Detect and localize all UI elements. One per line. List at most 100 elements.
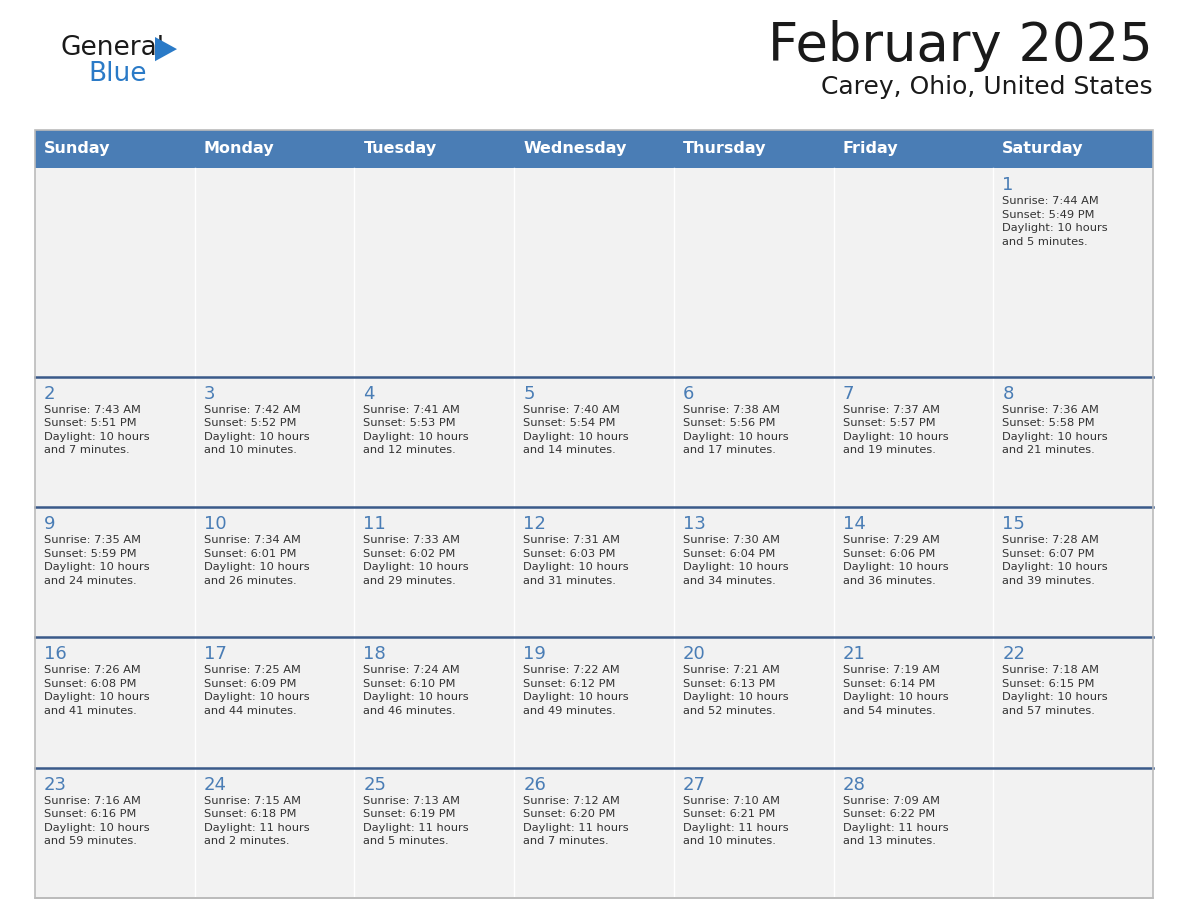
Bar — [834, 376, 993, 507]
Bar — [195, 637, 354, 767]
Bar — [195, 130, 354, 168]
Text: Sunrise: 7:18 AM
Sunset: 6:15 PM
Daylight: 10 hours
and 57 minutes.: Sunrise: 7:18 AM Sunset: 6:15 PM Dayligh… — [1003, 666, 1108, 716]
Bar — [514, 130, 674, 168]
Text: Sunrise: 7:16 AM
Sunset: 6:16 PM
Daylight: 10 hours
and 59 minutes.: Sunrise: 7:16 AM Sunset: 6:16 PM Dayligh… — [44, 796, 150, 846]
Text: Thursday: Thursday — [683, 141, 766, 156]
Bar — [993, 376, 1154, 507]
Text: Tuesday: Tuesday — [364, 141, 436, 156]
Text: Sunrise: 7:41 AM
Sunset: 5:53 PM
Daylight: 10 hours
and 12 minutes.: Sunrise: 7:41 AM Sunset: 5:53 PM Dayligh… — [364, 405, 469, 455]
Bar — [993, 507, 1154, 637]
Bar — [195, 168, 354, 376]
Text: Sunrise: 7:25 AM
Sunset: 6:09 PM
Daylight: 10 hours
and 44 minutes.: Sunrise: 7:25 AM Sunset: 6:09 PM Dayligh… — [203, 666, 309, 716]
Bar — [34, 130, 195, 168]
Bar — [354, 130, 514, 168]
Text: Sunrise: 7:33 AM
Sunset: 6:02 PM
Daylight: 10 hours
and 29 minutes.: Sunrise: 7:33 AM Sunset: 6:02 PM Dayligh… — [364, 535, 469, 586]
Text: Sunrise: 7:36 AM
Sunset: 5:58 PM
Daylight: 10 hours
and 21 minutes.: Sunrise: 7:36 AM Sunset: 5:58 PM Dayligh… — [1003, 405, 1108, 455]
Text: Sunrise: 7:34 AM
Sunset: 6:01 PM
Daylight: 10 hours
and 26 minutes.: Sunrise: 7:34 AM Sunset: 6:01 PM Dayligh… — [203, 535, 309, 586]
Bar — [514, 637, 674, 767]
Bar — [514, 767, 674, 898]
Bar — [993, 130, 1154, 168]
Text: Carey, Ohio, United States: Carey, Ohio, United States — [821, 75, 1154, 99]
Text: Sunrise: 7:43 AM
Sunset: 5:51 PM
Daylight: 10 hours
and 7 minutes.: Sunrise: 7:43 AM Sunset: 5:51 PM Dayligh… — [44, 405, 150, 455]
Bar — [993, 767, 1154, 898]
Text: 28: 28 — [842, 776, 865, 794]
Bar — [834, 637, 993, 767]
Text: 5: 5 — [523, 385, 535, 403]
Text: General: General — [61, 35, 164, 61]
Bar — [354, 637, 514, 767]
Text: Sunrise: 7:42 AM
Sunset: 5:52 PM
Daylight: 10 hours
and 10 minutes.: Sunrise: 7:42 AM Sunset: 5:52 PM Dayligh… — [203, 405, 309, 455]
Text: Sunrise: 7:09 AM
Sunset: 6:22 PM
Daylight: 11 hours
and 13 minutes.: Sunrise: 7:09 AM Sunset: 6:22 PM Dayligh… — [842, 796, 948, 846]
Text: Monday: Monday — [203, 141, 274, 156]
Text: 21: 21 — [842, 645, 865, 664]
Text: Sunrise: 7:38 AM
Sunset: 5:56 PM
Daylight: 10 hours
and 17 minutes.: Sunrise: 7:38 AM Sunset: 5:56 PM Dayligh… — [683, 405, 789, 455]
Text: Sunrise: 7:35 AM
Sunset: 5:59 PM
Daylight: 10 hours
and 24 minutes.: Sunrise: 7:35 AM Sunset: 5:59 PM Dayligh… — [44, 535, 150, 586]
Bar — [834, 767, 993, 898]
Bar — [674, 767, 834, 898]
Bar — [195, 507, 354, 637]
Text: Sunrise: 7:26 AM
Sunset: 6:08 PM
Daylight: 10 hours
and 41 minutes.: Sunrise: 7:26 AM Sunset: 6:08 PM Dayligh… — [44, 666, 150, 716]
Text: Sunrise: 7:13 AM
Sunset: 6:19 PM
Daylight: 11 hours
and 5 minutes.: Sunrise: 7:13 AM Sunset: 6:19 PM Dayligh… — [364, 796, 469, 846]
Text: 1: 1 — [1003, 176, 1013, 194]
Text: Sunrise: 7:31 AM
Sunset: 6:03 PM
Daylight: 10 hours
and 31 minutes.: Sunrise: 7:31 AM Sunset: 6:03 PM Dayligh… — [523, 535, 628, 586]
Text: Sunrise: 7:37 AM
Sunset: 5:57 PM
Daylight: 10 hours
and 19 minutes.: Sunrise: 7:37 AM Sunset: 5:57 PM Dayligh… — [842, 405, 948, 455]
Text: 27: 27 — [683, 776, 706, 794]
Text: 19: 19 — [523, 645, 546, 664]
Bar — [34, 376, 195, 507]
Text: 13: 13 — [683, 515, 706, 533]
Text: 15: 15 — [1003, 515, 1025, 533]
Bar — [34, 130, 1154, 898]
Text: 17: 17 — [203, 645, 227, 664]
Bar — [674, 130, 834, 168]
Bar — [834, 507, 993, 637]
Text: Blue: Blue — [88, 61, 146, 87]
Bar — [34, 767, 195, 898]
Bar — [354, 376, 514, 507]
Text: Sunrise: 7:28 AM
Sunset: 6:07 PM
Daylight: 10 hours
and 39 minutes.: Sunrise: 7:28 AM Sunset: 6:07 PM Dayligh… — [1003, 535, 1108, 586]
Bar — [354, 168, 514, 376]
Text: 9: 9 — [44, 515, 56, 533]
Text: 12: 12 — [523, 515, 546, 533]
Text: Sunrise: 7:15 AM
Sunset: 6:18 PM
Daylight: 11 hours
and 2 minutes.: Sunrise: 7:15 AM Sunset: 6:18 PM Dayligh… — [203, 796, 309, 846]
Text: Sunrise: 7:19 AM
Sunset: 6:14 PM
Daylight: 10 hours
and 54 minutes.: Sunrise: 7:19 AM Sunset: 6:14 PM Dayligh… — [842, 666, 948, 716]
Bar — [834, 168, 993, 376]
Text: Sunrise: 7:10 AM
Sunset: 6:21 PM
Daylight: 11 hours
and 10 minutes.: Sunrise: 7:10 AM Sunset: 6:21 PM Dayligh… — [683, 796, 789, 846]
Text: 16: 16 — [44, 645, 67, 664]
Bar — [674, 168, 834, 376]
Bar — [34, 637, 195, 767]
Text: 10: 10 — [203, 515, 227, 533]
Text: 14: 14 — [842, 515, 865, 533]
Text: 2: 2 — [44, 385, 56, 403]
Text: Sunrise: 7:21 AM
Sunset: 6:13 PM
Daylight: 10 hours
and 52 minutes.: Sunrise: 7:21 AM Sunset: 6:13 PM Dayligh… — [683, 666, 789, 716]
Bar — [354, 767, 514, 898]
Text: 3: 3 — [203, 385, 215, 403]
Bar — [834, 130, 993, 168]
Text: 20: 20 — [683, 645, 706, 664]
Text: Sunrise: 7:29 AM
Sunset: 6:06 PM
Daylight: 10 hours
and 36 minutes.: Sunrise: 7:29 AM Sunset: 6:06 PM Dayligh… — [842, 535, 948, 586]
Text: 23: 23 — [44, 776, 67, 794]
Text: Saturday: Saturday — [1003, 141, 1083, 156]
Text: 7: 7 — [842, 385, 854, 403]
Text: Sunrise: 7:24 AM
Sunset: 6:10 PM
Daylight: 10 hours
and 46 minutes.: Sunrise: 7:24 AM Sunset: 6:10 PM Dayligh… — [364, 666, 469, 716]
Bar — [674, 637, 834, 767]
Text: Sunrise: 7:12 AM
Sunset: 6:20 PM
Daylight: 11 hours
and 7 minutes.: Sunrise: 7:12 AM Sunset: 6:20 PM Dayligh… — [523, 796, 628, 846]
Text: Sunrise: 7:30 AM
Sunset: 6:04 PM
Daylight: 10 hours
and 34 minutes.: Sunrise: 7:30 AM Sunset: 6:04 PM Dayligh… — [683, 535, 789, 586]
Text: Wednesday: Wednesday — [523, 141, 626, 156]
Bar — [674, 376, 834, 507]
Bar — [514, 376, 674, 507]
Text: Friday: Friday — [842, 141, 898, 156]
Bar — [34, 168, 195, 376]
Text: 24: 24 — [203, 776, 227, 794]
Text: 6: 6 — [683, 385, 694, 403]
Bar — [354, 507, 514, 637]
Text: Sunrise: 7:22 AM
Sunset: 6:12 PM
Daylight: 10 hours
and 49 minutes.: Sunrise: 7:22 AM Sunset: 6:12 PM Dayligh… — [523, 666, 628, 716]
Bar — [195, 767, 354, 898]
Text: 4: 4 — [364, 385, 375, 403]
Bar — [993, 168, 1154, 376]
Text: 18: 18 — [364, 645, 386, 664]
Bar — [514, 168, 674, 376]
Bar — [195, 376, 354, 507]
Bar — [674, 507, 834, 637]
Text: 25: 25 — [364, 776, 386, 794]
Text: 26: 26 — [523, 776, 546, 794]
